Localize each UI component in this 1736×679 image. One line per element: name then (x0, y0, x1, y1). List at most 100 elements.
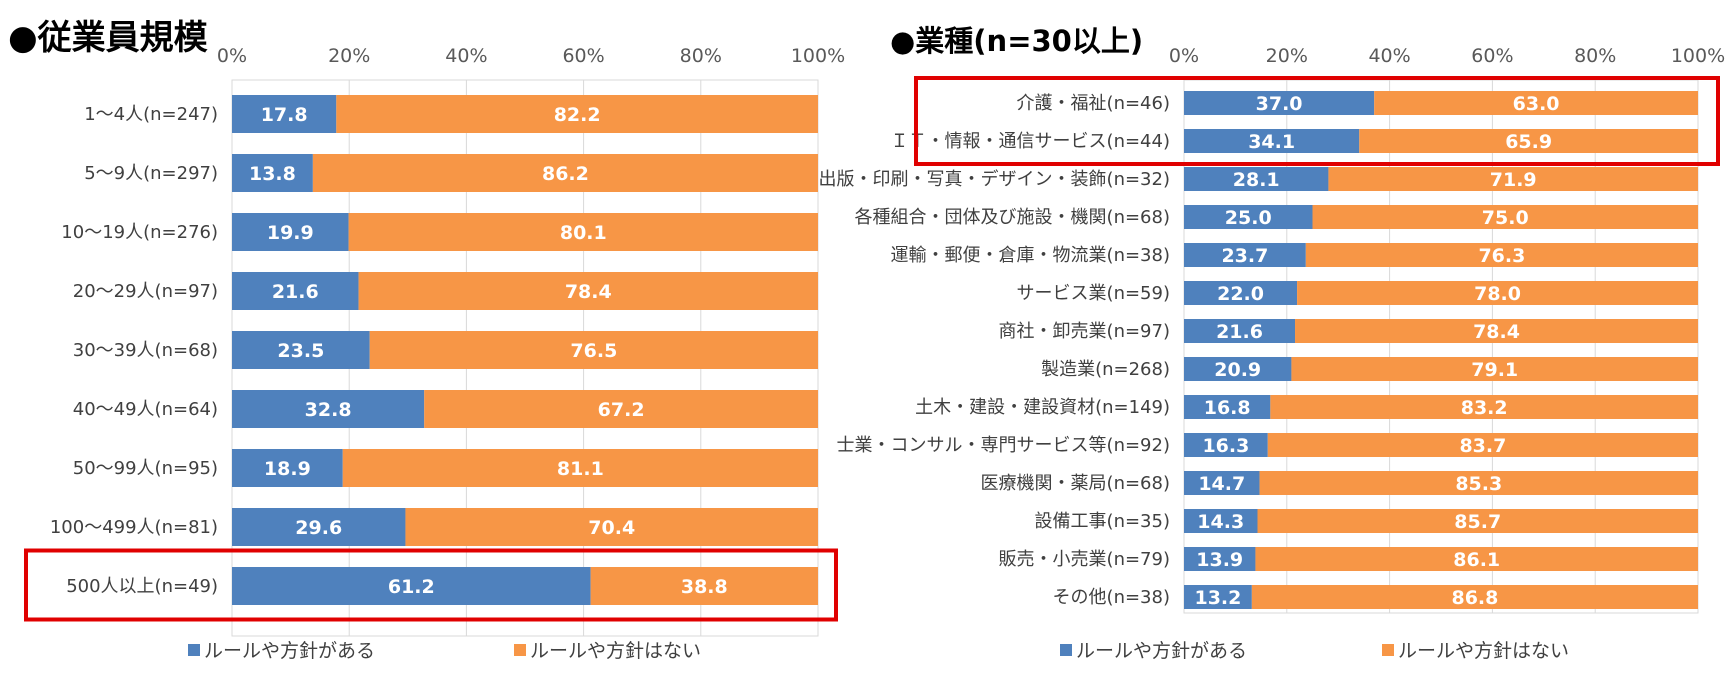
bar-no-rule (1295, 319, 1698, 343)
bar-has-rule (1184, 585, 1252, 609)
value-label-has-rule: 14.7 (1198, 473, 1245, 495)
category-label: 販売・小売業(n=79) (999, 549, 1170, 570)
x-tick-label: 80% (680, 45, 722, 67)
bar-has-rule (1184, 395, 1271, 419)
bar-no-rule (336, 95, 818, 133)
category-label: 5〜9人(n=297) (84, 163, 218, 184)
category-label: その他(n=38) (1053, 587, 1170, 608)
bar-has-rule (232, 508, 406, 546)
chart-title-industry: ●業種(n=30以上) (890, 24, 1144, 58)
category-label: 40〜49人(n=64) (73, 399, 218, 420)
x-tick-label: 60% (1471, 45, 1513, 67)
legend-label: ルールや方針がある (1076, 640, 1247, 662)
bar-no-rule (369, 331, 818, 369)
bar-no-rule (1359, 129, 1698, 153)
value-label-no-rule: 65.9 (1505, 131, 1552, 153)
bar-no-rule (1305, 243, 1698, 267)
value-label-no-rule: 86.8 (1451, 587, 1498, 609)
bar-no-rule (348, 213, 818, 251)
value-label-no-rule: 38.8 (681, 576, 728, 598)
category-label: 運輸・郵便・倉庫・物流業(n=38) (891, 245, 1170, 266)
category-label: 設備工事(n=35) (1035, 511, 1170, 532)
value-label-no-rule: 75.0 (1482, 207, 1529, 229)
legend-label: ルールや方針はない (1398, 640, 1569, 662)
category-label: ＩＴ・情報・通信サービス(n=44) (891, 131, 1170, 152)
bar-has-rule (232, 567, 591, 605)
bar-has-rule (1184, 281, 1298, 305)
value-label-has-rule: 16.8 (1204, 397, 1251, 419)
category-label: サービス業(n=59) (1017, 283, 1170, 304)
x-tick-label: 0% (217, 45, 247, 67)
bar-no-rule (1297, 281, 1698, 305)
value-label-no-rule: 83.2 (1461, 397, 1508, 419)
bar-has-rule (1184, 547, 1256, 571)
bar-has-rule (1184, 357, 1292, 381)
category-label: 医療機関・薬局(n=68) (981, 473, 1170, 494)
value-label-has-rule: 25.0 (1225, 207, 1272, 229)
bar-has-rule (1184, 243, 1306, 267)
value-label-has-rule: 28.1 (1233, 169, 1280, 191)
legend-swatch (1382, 644, 1394, 656)
value-label-no-rule: 79.1 (1471, 359, 1518, 381)
value-label-has-rule: 18.9 (264, 458, 311, 480)
plot-border (1183, 79, 1699, 614)
legend-label: ルールや方針がある (204, 640, 375, 662)
bar-has-rule (1184, 509, 1258, 533)
value-label-no-rule: 71.9 (1490, 169, 1537, 191)
bar-has-rule (232, 213, 349, 251)
bar-no-rule (1267, 433, 1698, 457)
x-tick-label: 0% (1169, 45, 1199, 67)
value-label-no-rule: 78.0 (1474, 283, 1521, 305)
bar-has-rule (232, 272, 359, 310)
x-tick-label: 20% (1266, 45, 1308, 67)
value-label-has-rule: 22.0 (1217, 283, 1264, 305)
bar-no-rule (1270, 395, 1698, 419)
category-label: 土木・建設・建設資材(n=149) (915, 397, 1170, 418)
bar-no-rule (1374, 91, 1698, 115)
category-label: 製造業(n=268) (1041, 359, 1170, 380)
category-label: 出版・印刷・写真・デザイン・装飾(n=32) (819, 169, 1170, 190)
value-label-no-rule: 86.1 (1453, 549, 1500, 571)
category-label: 10〜19人(n=276) (61, 222, 218, 243)
bar-no-rule (1328, 167, 1698, 191)
bar-has-rule (1184, 205, 1313, 229)
value-label-no-rule: 78.4 (565, 281, 612, 303)
category-label: 30〜39人(n=68) (73, 340, 218, 361)
value-label-has-rule: 21.6 (1216, 321, 1263, 343)
bar-no-rule (1312, 205, 1698, 229)
x-tick-label: 40% (445, 45, 487, 67)
bar-has-rule (232, 449, 343, 487)
value-label-has-rule: 13.2 (1194, 587, 1241, 609)
value-label-has-rule: 20.9 (1214, 359, 1261, 381)
category-label: 20〜29人(n=97) (73, 281, 218, 302)
bar-no-rule (424, 390, 818, 428)
value-label-no-rule: 83.7 (1459, 435, 1506, 457)
value-label-no-rule: 67.2 (598, 399, 645, 421)
category-label: 500人以上(n=49) (66, 576, 218, 597)
bar-no-rule (405, 508, 818, 546)
value-label-has-rule: 14.3 (1197, 511, 1244, 533)
x-tick-label: 20% (328, 45, 370, 67)
value-label-no-rule: 76.5 (570, 340, 617, 362)
legend-swatch (514, 644, 526, 656)
bar-has-rule (232, 95, 337, 133)
x-tick-label: 60% (562, 45, 604, 67)
bar-has-rule (1184, 319, 1296, 343)
category-label: 商社・卸売業(n=97) (999, 321, 1170, 342)
value-label-has-rule: 13.9 (1196, 549, 1243, 571)
bar-has-rule (232, 390, 425, 428)
value-label-no-rule: 85.3 (1455, 473, 1502, 495)
value-label-has-rule: 23.7 (1221, 245, 1268, 267)
value-label-no-rule: 70.4 (588, 517, 635, 539)
value-label-has-rule: 21.6 (272, 281, 319, 303)
x-tick-label: 40% (1368, 45, 1410, 67)
value-label-no-rule: 86.2 (542, 163, 589, 185)
bar-no-rule (1257, 509, 1698, 533)
bar-no-rule (312, 154, 818, 192)
highlight-box (914, 76, 1720, 166)
bar-no-rule (590, 567, 818, 605)
bar-has-rule (1184, 471, 1260, 495)
category-label: 介護・福祉(n=46) (1017, 93, 1170, 114)
x-tick-label: 100% (1671, 45, 1725, 67)
